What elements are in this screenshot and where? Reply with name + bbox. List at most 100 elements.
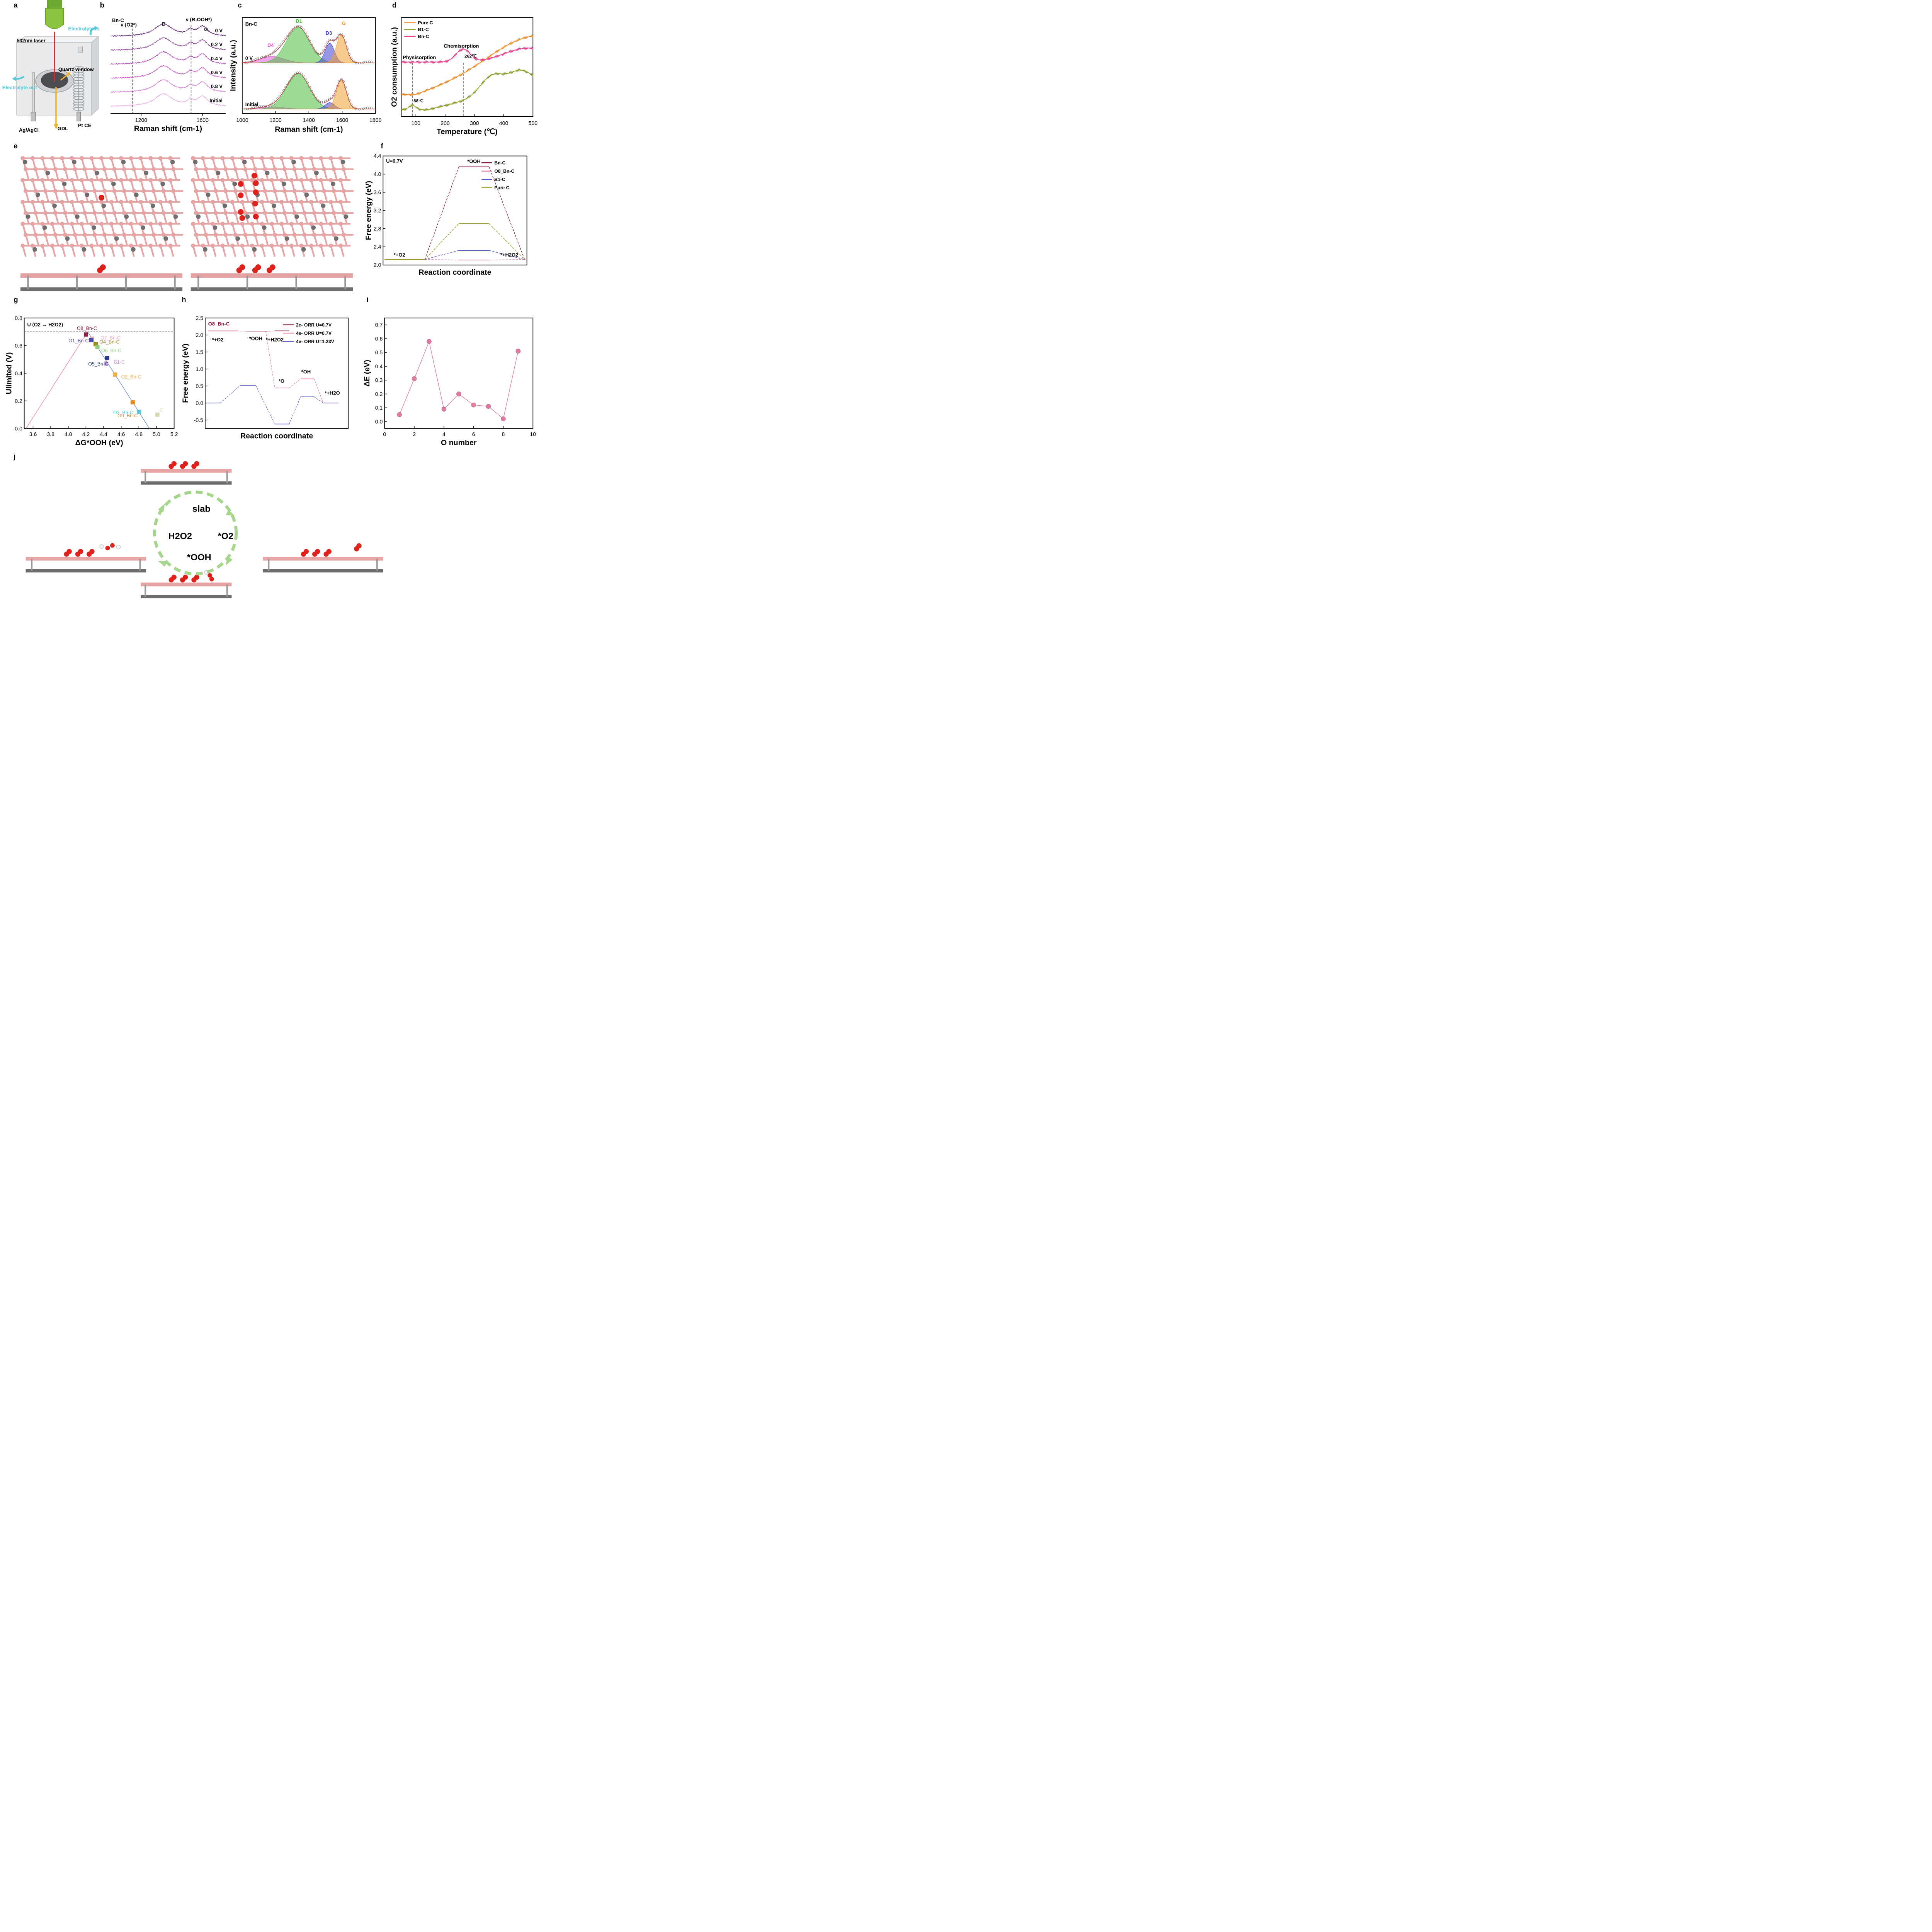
boron-atom <box>60 156 65 160</box>
transition-dash <box>255 385 275 424</box>
raw-data-point <box>354 61 357 64</box>
boron-atom <box>82 189 87 193</box>
boron-atom <box>279 221 284 226</box>
boron-atom <box>151 211 156 215</box>
boron-atom <box>220 156 225 160</box>
boron-atom <box>220 178 225 182</box>
boron-atom <box>168 243 173 248</box>
carbon-atom <box>281 181 286 186</box>
data-point-marker <box>155 412 160 417</box>
boron-atom <box>341 189 346 193</box>
carbon-atom <box>235 236 240 241</box>
boron-atom <box>109 243 114 248</box>
y-tick-label: 1.5 <box>196 349 203 355</box>
raw-data-point <box>282 89 285 92</box>
boron-atom <box>73 167 77 172</box>
boron-atom <box>148 178 153 182</box>
raw-data-point <box>306 82 309 84</box>
boron-atom <box>132 211 136 215</box>
oxygen-atom <box>239 264 245 270</box>
boron-atom <box>30 243 35 248</box>
boron-atom <box>213 189 218 193</box>
data-point-label: O7_Bn-C <box>100 335 121 340</box>
data-point-marker <box>94 342 98 347</box>
raw-data-point <box>308 39 311 42</box>
boron-atom <box>341 233 346 237</box>
sample-tag: Bn-C <box>245 21 257 27</box>
panel-label-i: i <box>366 296 368 304</box>
raw-data-point <box>268 104 271 107</box>
boron-atom <box>263 211 267 215</box>
boron-atom <box>253 167 257 172</box>
carbon-atom <box>331 181 335 186</box>
boron-atom <box>138 243 143 248</box>
boron-atom <box>43 189 48 193</box>
boron-atom <box>129 178 133 182</box>
raw-data-point <box>280 43 283 45</box>
raw-data-point <box>270 103 273 105</box>
boron-atom <box>250 156 254 160</box>
y-tick-label: 2.5 <box>196 315 203 321</box>
data-point-marker <box>89 338 94 342</box>
step-label: *+H2O <box>325 390 340 396</box>
raw-data-point <box>278 45 281 48</box>
raw-data-point <box>370 60 373 63</box>
carbon-atom <box>121 160 126 165</box>
panel-label-f: f <box>381 142 383 150</box>
adsorbate-oxygen <box>209 577 214 582</box>
boron-atom <box>50 178 54 182</box>
boron-atom <box>341 211 346 215</box>
carbon-atom <box>32 247 37 252</box>
carbon-atom <box>45 170 50 175</box>
carbon-atom <box>294 214 299 219</box>
raw-data-point <box>316 99 319 101</box>
x-axis-label: O number <box>441 439 477 447</box>
boron-atom <box>211 178 215 182</box>
boron-atom <box>50 200 54 204</box>
x-tick-label: 0 <box>383 431 386 437</box>
boron-atom <box>230 200 235 204</box>
raw-data-point <box>310 43 313 46</box>
boron-atom <box>99 243 104 248</box>
boron-atom <box>302 167 307 172</box>
gdl-label: GDL <box>58 126 68 131</box>
sample-tag: Bn-C <box>112 17 124 23</box>
boron-atom <box>332 167 336 172</box>
raw-data-point <box>258 57 261 59</box>
boron-atom <box>119 178 123 182</box>
data-point-label: O8_Bn-C <box>77 326 97 331</box>
raw-data-point <box>322 49 325 51</box>
boron-atom <box>70 243 74 248</box>
legend-label: Bn-C <box>494 160 505 166</box>
x-tick-label: 5.0 <box>153 431 160 437</box>
carbon-atom <box>101 203 106 208</box>
carbon-atom <box>252 247 257 252</box>
y-tick-label: 0.0 <box>196 400 203 406</box>
volcano-title: U (O2 → H2O2) <box>27 321 63 327</box>
raw-data-point <box>274 49 277 52</box>
boron-atom <box>194 167 198 172</box>
boron-atom <box>20 221 25 226</box>
raw-data-point <box>272 51 275 54</box>
boron-atom <box>223 167 228 172</box>
carbon-atom <box>124 214 129 219</box>
boron-atom <box>302 189 307 193</box>
component-label: G <box>342 20 346 26</box>
raw-data-point <box>326 41 329 43</box>
y-tick-label: 0.3 <box>375 377 383 383</box>
boron-atom <box>213 233 218 237</box>
raw-data-point <box>338 80 341 82</box>
boron-atom <box>211 156 215 160</box>
x-tick-label: 8 <box>502 431 505 437</box>
boron-atom <box>233 233 238 237</box>
boron-atom <box>269 200 274 204</box>
raw-data-point <box>248 107 251 110</box>
oxygen-atom <box>326 549 332 554</box>
data-point-label: O2_Bn-C <box>121 374 141 379</box>
boron-atom <box>148 200 153 204</box>
boron-atom <box>312 211 316 215</box>
legend-label: B1-C <box>418 27 429 32</box>
raw-data-point <box>314 96 317 99</box>
boron-atom <box>40 243 45 248</box>
boron-atom <box>138 200 143 204</box>
